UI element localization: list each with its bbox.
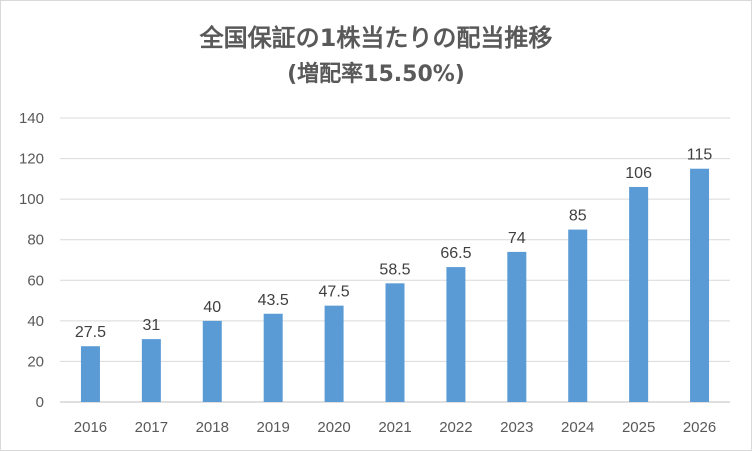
data-label: 115 — [687, 147, 713, 164]
y-tick-label: 140 — [19, 110, 44, 127]
y-tick-label: 0 — [36, 394, 44, 411]
bar — [202, 320, 222, 402]
bar — [629, 186, 649, 402]
data-label: 27.5 — [75, 324, 106, 341]
x-tick-label: 2022 — [439, 419, 472, 436]
y-tick-label: 20 — [27, 353, 44, 370]
y-tick-label: 100 — [19, 191, 44, 208]
x-tick-label: 2024 — [561, 419, 594, 436]
x-tick-label: 2025 — [622, 419, 655, 436]
chart-subtitle: (増配率15.50%) — [287, 62, 465, 87]
bar — [690, 168, 710, 402]
y-tick-label: 120 — [19, 151, 44, 168]
data-label: 85 — [569, 208, 587, 225]
data-label: 31 — [142, 317, 160, 334]
chart-title: 全国保証の1株当たりの配当推移 — [199, 24, 553, 52]
y-tick-label: 60 — [27, 272, 44, 289]
data-label: 40 — [203, 299, 221, 316]
y-axis: 0 20 40 60 80 100 120 140 — [19, 110, 44, 411]
x-tick-label: 2026 — [683, 419, 716, 436]
bars — [80, 168, 710, 402]
x-axis: 2016 2017 2018 2019 2020 2021 2022 2023 2024 2025… — [74, 419, 716, 436]
x-tick-label: 2018 — [196, 419, 229, 436]
x-tick-label: 2019 — [256, 419, 289, 436]
data-labels: 27.5 31 40 43.5 47.5 58.5 66.5 74 85 106 115 — [75, 147, 713, 342]
x-tick-label: 2020 — [317, 419, 350, 436]
y-tick-label: 40 — [27, 313, 44, 330]
bar — [324, 305, 344, 402]
data-label: 43.5 — [258, 292, 289, 309]
x-tick-label: 2017 — [135, 419, 168, 436]
x-tick-label: 2016 — [74, 419, 107, 436]
bar — [568, 229, 588, 402]
x-tick-label: 2021 — [378, 419, 411, 436]
bar — [141, 339, 161, 402]
data-label: 58.5 — [379, 261, 410, 278]
bar — [80, 346, 100, 402]
bar — [385, 283, 405, 402]
x-tick-label: 2023 — [500, 419, 533, 436]
data-label: 74 — [508, 230, 526, 247]
data-label: 47.5 — [319, 284, 350, 301]
bar — [263, 313, 283, 402]
data-label: 66.5 — [440, 245, 471, 262]
data-label: 106 — [625, 165, 652, 182]
y-tick-label: 80 — [27, 232, 44, 249]
bar — [507, 251, 527, 402]
bar — [446, 267, 466, 402]
